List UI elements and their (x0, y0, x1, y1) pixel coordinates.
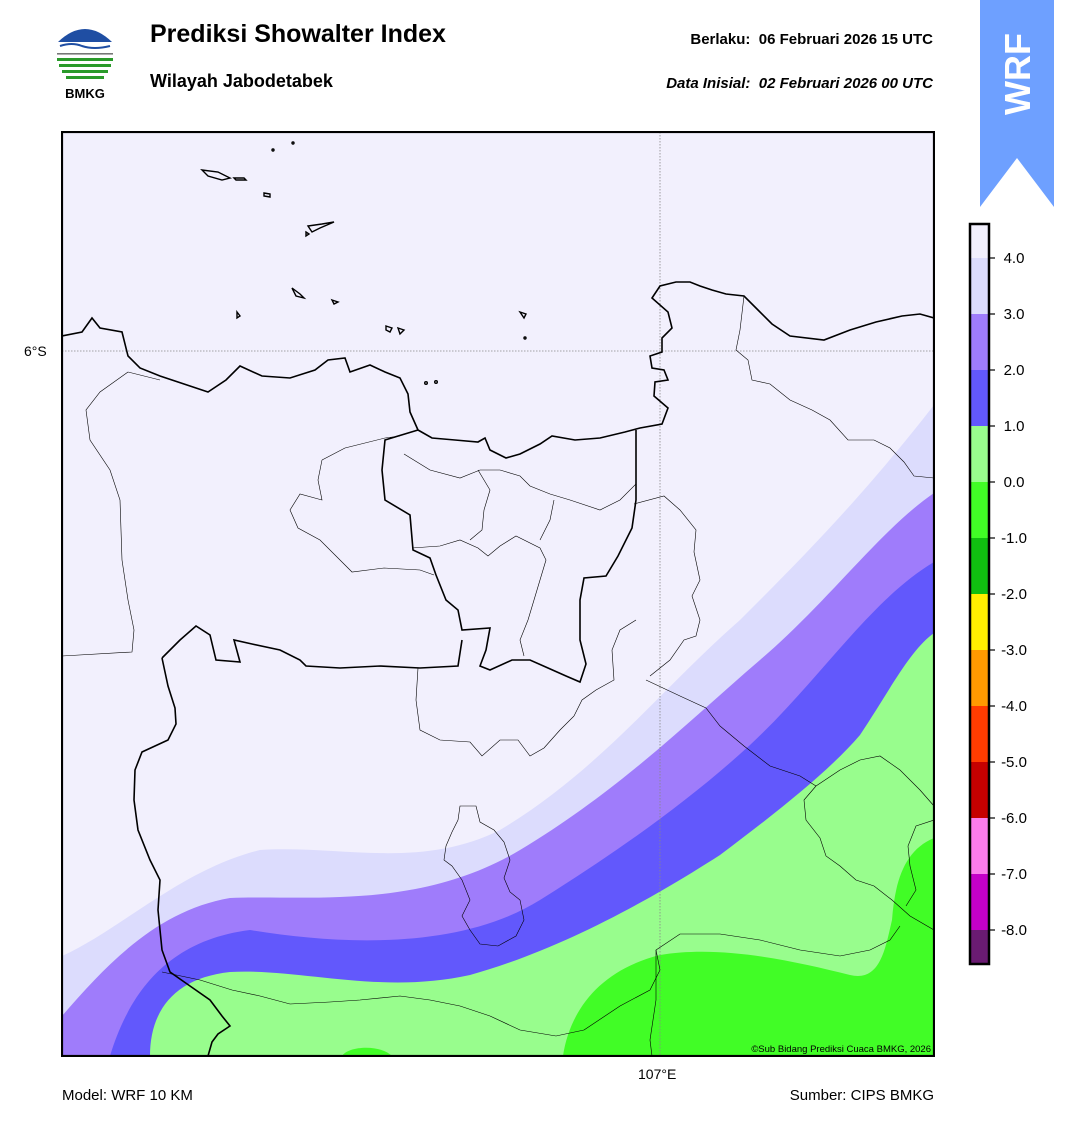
province-borders (133, 429, 637, 1056)
init-time-value: 02 Februari 2026 00 UTC (758, 75, 933, 92)
map-frame (61, 131, 935, 1057)
colorbar-segment (970, 706, 989, 762)
colorbar-segment (970, 650, 989, 706)
model-label: Model: WRF 10 KM (62, 1087, 193, 1104)
latitude-label: 6°S (24, 343, 47, 359)
colorbar-segment (970, 594, 989, 650)
field-0-to-1 (150, 633, 934, 1056)
colorbar-frame (968, 222, 991, 966)
colorbar-tick-label: -7.0 (1001, 866, 1027, 883)
colorbar-segment (970, 930, 989, 964)
page-subtitle: Wilayah Jabodetabek (150, 71, 333, 91)
init-label: Data Inisial: (666, 75, 751, 92)
colorbar-segments (970, 224, 989, 964)
init-time: Data Inisial: 02 Februari 2026 00 UTC (666, 75, 933, 92)
valid-label: Berlaku: (690, 31, 751, 48)
colorbar-segment (970, 258, 989, 314)
colorbar-segment (970, 874, 989, 930)
colorbar-tick-label: -3.0 (1001, 642, 1027, 659)
page-title: Prediksi Showalter Index (150, 20, 446, 48)
colorbar-tick-label: 0.0 (1004, 474, 1025, 491)
colorbar-tick-label: -4.0 (1001, 698, 1027, 715)
colorbar-segment (970, 762, 989, 818)
colorbar-tick-label: 3.0 (1004, 306, 1025, 323)
wrf-badge-text: WRF (997, 33, 1038, 115)
colorbar-segment (970, 818, 989, 874)
bmkg-logo (55, 21, 115, 85)
map-credit: ©Sub Bidang Prediksi Cuaca BMKG, 2026 (751, 1044, 931, 1055)
wrf-badge: WRF (980, 0, 1054, 207)
colorbar-tick-label: -6.0 (1001, 810, 1027, 827)
colorbar-tick-label: 1.0 (1004, 418, 1025, 435)
valid-time: Berlaku: 06 Februari 2026 15 UTC (690, 31, 933, 48)
colorbar-segment (970, 370, 989, 426)
valid-time-value: 06 Februari 2026 15 UTC (758, 31, 933, 48)
colorbar-segment (970, 224, 989, 258)
colorbar-tick-label: -1.0 (1001, 530, 1027, 547)
logo-text: BMKG (65, 86, 105, 101)
colorbar: 4.0 3.0 2.0 1.0 0.0 -1.0 -2.0 -3.0 -4.0 -5.0 -6.0 -… (968, 222, 1027, 966)
showalter-index-map: ©Sub Bidang Prediksi Cuaca BMKG, 2026 (61, 131, 935, 1057)
source-label: Sumber: CIPS BMKG (789, 1087, 934, 1104)
colorbar-tick-label: 2.0 (1004, 362, 1025, 379)
colorbar-segment (970, 482, 989, 538)
regency-borders (62, 295, 934, 1056)
colorbar-segment (970, 314, 989, 370)
colorbar-tick-label: -8.0 (1001, 922, 1027, 939)
colorbar-tick-label: 4.0 (1004, 250, 1025, 267)
colorbar-segment (970, 538, 989, 594)
coastline (62, 281, 934, 459)
colorbar-tick-label: -2.0 (1001, 586, 1027, 603)
colorbar-tick-label: -5.0 (1001, 754, 1027, 771)
colorbar-segment (970, 426, 989, 482)
islands (200, 141, 527, 386)
colorbar-ticks: 4.0 3.0 2.0 1.0 0.0 -1.0 -2.0 -3.0 -4.0 -5.0 -6.0 -… (989, 250, 1027, 939)
field-minus1-to-0-small (342, 1047, 392, 1056)
longitude-label: 107°E (638, 1066, 677, 1082)
